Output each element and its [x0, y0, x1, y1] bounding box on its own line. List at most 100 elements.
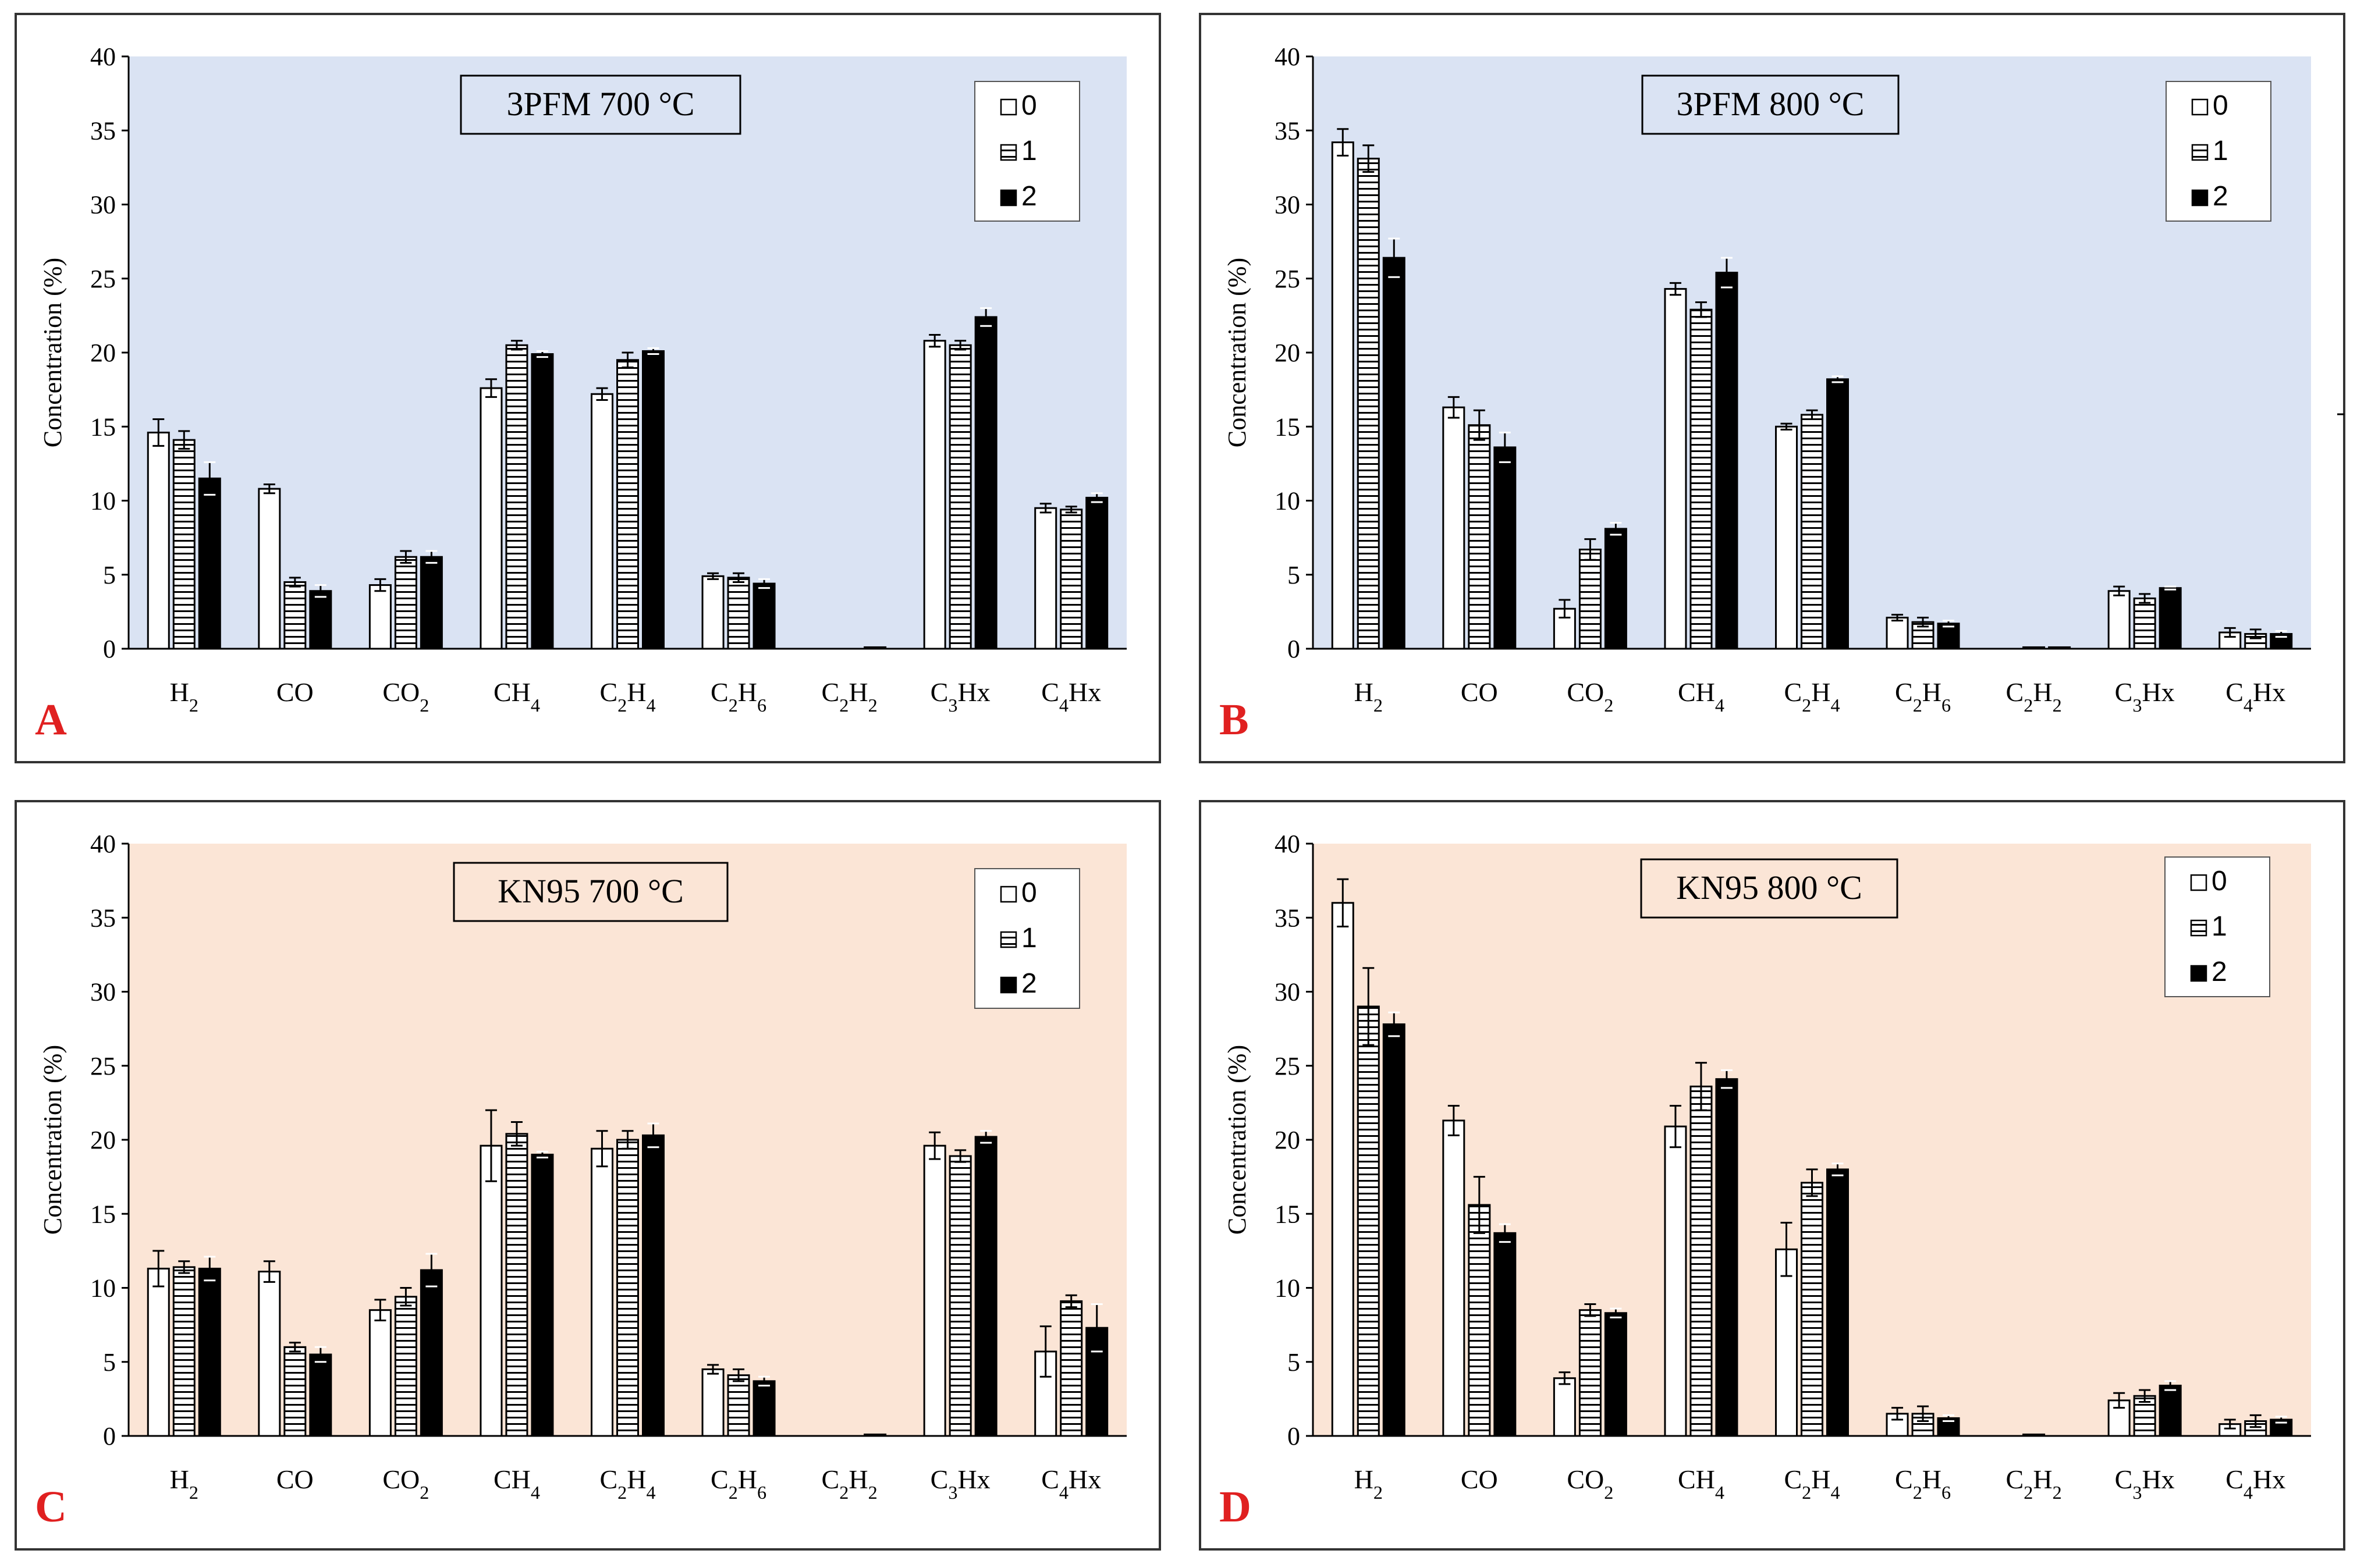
bar: [1578, 548, 1602, 650]
legend-box: [2164, 856, 2270, 997]
error-bar: [2113, 585, 2125, 596]
error-bar: [1891, 1407, 1904, 1421]
error-bar: [1720, 1069, 1733, 1089]
x-tick-label: H2: [170, 1464, 198, 1503]
error-bar: [374, 578, 386, 592]
error-bar: [980, 307, 992, 327]
bar: [974, 1136, 998, 1437]
bar: [591, 1147, 613, 1437]
error-bar: [1091, 1303, 1103, 1353]
y-tick-label: 20: [90, 1126, 116, 1154]
bar: [198, 1267, 221, 1437]
x-tick-label: H2: [1354, 677, 1383, 716]
bar: [642, 1134, 665, 1437]
x-tick-label: C2H4: [1784, 677, 1840, 716]
bar: [480, 387, 503, 650]
panel-letter: C: [35, 1482, 67, 1531]
error-bar: [1943, 620, 1955, 628]
y-tick-label: 30: [90, 191, 116, 219]
error-bar: [596, 1130, 608, 1168]
error-bar: [1559, 599, 1571, 619]
bar: [1493, 446, 1517, 650]
error-bar: [2249, 628, 2262, 639]
error-bar: [1669, 1104, 1681, 1149]
chart-title: KN95 800 °C: [1676, 869, 1862, 906]
bar: [727, 577, 750, 650]
bar: [752, 582, 776, 650]
legend-label: 1: [2212, 911, 2227, 942]
x-tick-label: C3Hx: [2115, 1464, 2175, 1503]
error-bar: [374, 1299, 386, 1321]
legend-swatch: [2191, 189, 2209, 207]
x-tick-label: C3Hx: [931, 677, 991, 716]
x-tick-label: CO: [1461, 677, 1498, 707]
title-box: [460, 74, 741, 135]
error-bar: [1780, 1222, 1792, 1277]
y-tick-label: 20: [90, 339, 116, 367]
bar: [701, 575, 725, 650]
legend-label: 0: [2213, 90, 2228, 121]
bar: [1826, 1168, 1849, 1437]
bar: [309, 1353, 332, 1437]
error-bar: [2113, 1392, 2125, 1409]
legend-label: 2: [1021, 181, 1037, 212]
panel-c: 0 5 10 15 20 25 30 35 40 Concentration (%) H2 CO CO2…: [15, 800, 1161, 1551]
bar: [1382, 1023, 1405, 1437]
error-bar: [536, 350, 548, 358]
error-bar: [204, 1256, 216, 1282]
error-bar: [178, 1260, 190, 1274]
error-bar: [1780, 422, 1792, 431]
bar: [1034, 507, 1057, 650]
error-bar: [400, 550, 412, 564]
y-tick-label: 30: [1275, 978, 1300, 1007]
x-tick-label: C2H6: [1895, 1464, 1951, 1503]
y-tick-label: 40: [90, 830, 116, 858]
bar: [752, 1380, 776, 1437]
bar: [1715, 1078, 1738, 1437]
bar: [1715, 272, 1738, 650]
error-bar: [622, 1130, 634, 1150]
error-bar: [152, 1250, 165, 1288]
y-tick-label: 10: [90, 1274, 116, 1303]
bar: [420, 556, 443, 650]
legend-label: 1: [1021, 136, 1037, 166]
error-bar: [596, 387, 608, 401]
bar: [394, 556, 417, 650]
legend-swatch: [1000, 144, 1017, 161]
error-bar: [1831, 1162, 1844, 1176]
bar: [1331, 902, 1354, 1437]
bar: [1689, 1085, 1713, 1437]
x-tick-label: CO2: [1567, 677, 1613, 716]
bar: [258, 1271, 281, 1437]
error-bar: [510, 340, 523, 351]
legend-label: 0: [1021, 877, 1037, 908]
bar: [1775, 425, 1798, 650]
error-bar: [929, 333, 941, 348]
y-axis-label: Concentration (%): [38, 258, 67, 447]
error-bar: [1720, 257, 1733, 289]
y-tick-label: 10: [1275, 1274, 1300, 1303]
x-tick-label: C2H2: [2006, 677, 2062, 716]
error-bar: [980, 1130, 992, 1144]
error-bar: [263, 1260, 275, 1283]
legend-label: 1: [1021, 923, 1037, 954]
bar: [591, 393, 613, 650]
title-box: [1641, 74, 1900, 135]
x-tick-label: CO: [276, 1464, 314, 1494]
bar: [1553, 1377, 1576, 1437]
bar: [368, 584, 392, 650]
error-bar: [1610, 522, 1622, 536]
bar: [1801, 414, 1823, 650]
bar: [949, 1155, 972, 1437]
y-tick-label: 35: [1275, 116, 1300, 145]
bar: [1664, 288, 1687, 650]
error-bar: [758, 1375, 771, 1386]
legend-swatch: [1000, 886, 1017, 903]
error-bar: [1831, 375, 1844, 383]
x-tick-label: CO: [276, 677, 314, 707]
error-bar: [733, 1368, 745, 1382]
legend-box: [974, 81, 1080, 222]
bar: [147, 431, 170, 650]
bar: [923, 340, 946, 650]
